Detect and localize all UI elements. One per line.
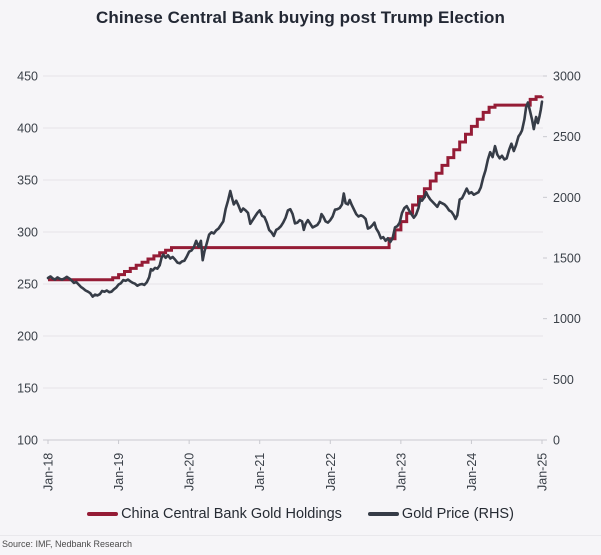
x-axis-labels: Jan-18 Jan-19 Jan-20 Jan-21 Jan-22 Jan-23 Jan-…	[42, 453, 550, 491]
svg-text:Jan-21: Jan-21	[253, 453, 267, 491]
source-note: Source: IMF, Nedbank Research	[2, 539, 133, 549]
gridlines	[43, 75, 543, 441]
svg-text:0: 0	[553, 434, 560, 448]
svg-text:100: 100	[17, 434, 38, 448]
svg-text:1500: 1500	[553, 252, 581, 266]
svg-text:Jan-25: Jan-25	[536, 453, 550, 491]
svg-text:Jan-24: Jan-24	[465, 453, 479, 491]
svg-text:Jan-19: Jan-19	[112, 453, 126, 491]
svg-text:400: 400	[17, 122, 38, 136]
svg-text:350: 350	[17, 174, 38, 188]
svg-text:3000: 3000	[553, 70, 581, 84]
gold-holdings-line-swatch	[87, 511, 119, 517]
svg-text:Jan-18: Jan-18	[42, 453, 56, 491]
gold-holdings-line	[48, 95, 544, 282]
gold-price-line-swatch	[367, 511, 399, 517]
footer-divider	[0, 535, 601, 536]
svg-text:Jan-22: Jan-22	[324, 453, 338, 491]
gold-holdings-legend-label: China Central Bank Gold Holdings	[121, 506, 342, 522]
right-axis-ticks	[543, 75, 547, 441]
svg-text:2000: 2000	[553, 191, 581, 205]
svg-text:2500: 2500	[553, 130, 581, 144]
svg-text:300: 300	[17, 226, 38, 240]
svg-text:200: 200	[17, 330, 38, 344]
gold-price-legend-label: Gold Price (RHS)	[401, 506, 514, 522]
chart-title: Chinese Central Bank buying post Trump E…	[96, 8, 505, 27]
svg-text:Jan-23: Jan-23	[394, 453, 408, 491]
gold-price-line	[46, 100, 544, 298]
svg-text:1000: 1000	[553, 312, 581, 326]
svg-text:250: 250	[17, 278, 38, 292]
svg-text:500: 500	[553, 373, 574, 387]
legend-item-gold-price: Gold Price (RHS)	[367, 506, 514, 522]
svg-text:150: 150	[17, 382, 38, 396]
legend: China Central Bank Gold Holdings Gold Pr…	[0, 506, 601, 522]
right-axis-labels: 3000 2500 2000 1500 1000 500 0	[553, 70, 581, 448]
chart-canvas: 450 400 350 300 250 200 150 100 3000 2500 2000 1500…	[17, 70, 581, 492]
svg-text:450: 450	[17, 70, 38, 84]
legend-item-gold-holdings: China Central Bank Gold Holdings	[87, 506, 342, 522]
left-axis-labels: 450 400 350 300 250 200 150 100	[17, 70, 38, 448]
svg-text:Jan-20: Jan-20	[183, 453, 197, 491]
x-axis-ticks	[47, 440, 543, 444]
